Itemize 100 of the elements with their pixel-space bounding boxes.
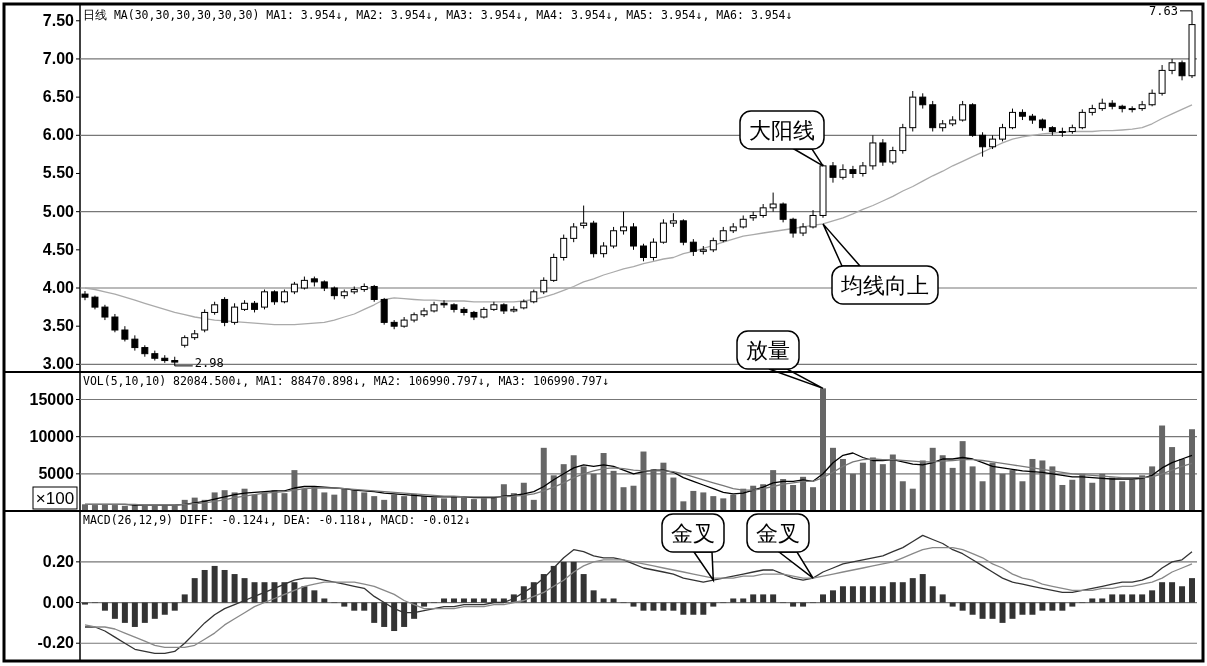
bar	[690, 602, 697, 615]
bar	[969, 466, 976, 511]
bar	[790, 602, 797, 607]
bar	[1119, 481, 1126, 511]
bar	[670, 602, 677, 611]
bar	[171, 602, 178, 611]
bar	[191, 578, 198, 603]
bar	[800, 602, 807, 607]
bar	[351, 490, 358, 511]
bar	[131, 602, 138, 627]
bar	[869, 457, 876, 511]
bar	[630, 485, 637, 511]
bar	[301, 488, 308, 511]
bar	[670, 477, 677, 511]
bar	[889, 582, 896, 603]
bar	[331, 494, 338, 511]
y-tick-label: 7.50	[42, 11, 75, 29]
annotation: 放量	[746, 338, 790, 363]
bar	[550, 475, 557, 511]
bar	[680, 602, 687, 615]
bar	[1089, 598, 1096, 603]
bar	[680, 501, 687, 511]
bar	[999, 473, 1006, 511]
bar	[1119, 594, 1126, 603]
bar	[869, 586, 876, 603]
callout: 金叉	[746, 513, 814, 579]
bar	[580, 574, 587, 603]
bar	[660, 462, 667, 511]
bar	[730, 598, 737, 603]
bar	[480, 598, 487, 603]
callout: 放量	[736, 330, 824, 390]
candlestick	[879, 138, 887, 167]
bar	[371, 602, 378, 623]
bar	[351, 602, 358, 611]
line-series	[84, 104, 1193, 326]
bar	[849, 473, 856, 511]
bar	[610, 598, 617, 603]
y-tick-label: 5.00	[42, 202, 75, 220]
bar	[391, 494, 398, 511]
bar	[201, 569, 208, 603]
candlestick	[979, 131, 987, 158]
bar	[640, 451, 647, 511]
chart-title: 日线 MA(30,30,30,30,30,30) MA1: 3.954↓, MA2: 3.954↓, MA3: 3.954↓, MA4: 3.954↓, MA5: 3.954↓, MA6: 3.954↓	[83, 7, 793, 22]
candlestick	[1158, 64, 1166, 97]
bar	[251, 582, 258, 603]
annotation: 金叉	[756, 521, 800, 546]
candlestick	[959, 100, 967, 123]
bar	[1129, 479, 1136, 511]
bar	[221, 569, 228, 603]
bar	[1159, 425, 1166, 511]
bar	[1179, 458, 1186, 511]
bar	[730, 494, 737, 511]
bar	[660, 602, 667, 611]
bar	[231, 574, 238, 603]
bar	[829, 590, 836, 603]
bar	[879, 586, 886, 603]
bar	[271, 582, 278, 603]
annotation: 7.63	[1149, 3, 1179, 18]
bar	[560, 464, 567, 511]
bar	[251, 494, 258, 511]
bar	[470, 499, 477, 511]
bar	[1079, 473, 1086, 511]
annotation: 2.98	[194, 355, 224, 370]
bar	[839, 458, 846, 511]
candlestick	[380, 297, 388, 326]
bar	[361, 492, 368, 511]
bar	[341, 488, 348, 511]
bar	[500, 598, 507, 603]
bar	[311, 590, 318, 603]
bar	[829, 447, 836, 511]
candlestick	[610, 226, 618, 249]
bar	[1029, 602, 1036, 615]
bar	[1049, 466, 1056, 511]
bar	[820, 594, 826, 603]
bar	[1029, 458, 1036, 511]
bar	[1089, 482, 1096, 511]
y-tick-label: 6.00	[42, 126, 75, 144]
bar	[1039, 602, 1046, 611]
bar	[381, 499, 388, 511]
bar	[391, 602, 398, 632]
bar	[301, 586, 308, 603]
candlestick	[620, 211, 628, 236]
bar	[281, 493, 288, 511]
bar	[321, 492, 328, 511]
bar	[999, 602, 1006, 623]
bar	[1099, 473, 1106, 511]
bar	[161, 602, 168, 615]
bar	[859, 586, 866, 603]
bar	[141, 602, 148, 623]
bar	[959, 441, 966, 511]
bar	[1019, 481, 1026, 511]
bar	[620, 487, 627, 511]
bar	[381, 602, 388, 627]
candlestick	[789, 217, 797, 239]
bar	[540, 574, 547, 603]
bar	[550, 565, 557, 603]
bar	[1099, 598, 1106, 603]
bar	[291, 582, 298, 603]
bar	[700, 492, 707, 511]
bar	[570, 561, 577, 603]
